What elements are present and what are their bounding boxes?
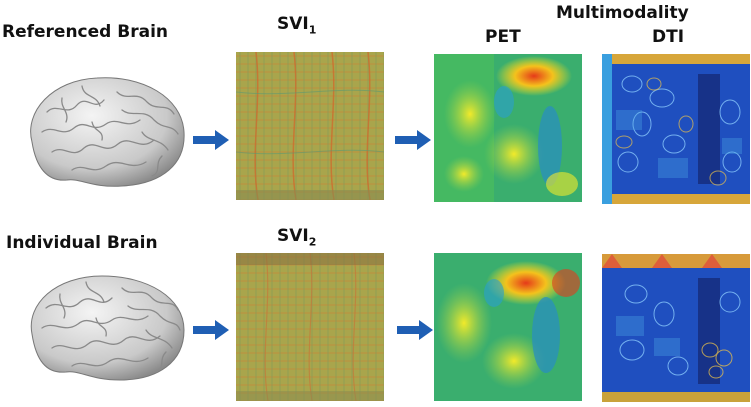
dti-label: DTI — [652, 27, 685, 47]
arrow-icon — [397, 320, 433, 340]
arrow-icon — [193, 130, 229, 150]
svi2-label: SVI2 — [277, 226, 317, 249]
referenced-brain-label: Referenced Brain — [2, 22, 168, 42]
svi1-image — [236, 52, 384, 200]
pet-image-1 — [434, 54, 582, 202]
multimodality-title: Multimodality — [556, 3, 689, 23]
individual-brain-image — [30, 275, 185, 381]
individual-brain-label: Individual Brain — [6, 233, 158, 253]
arrow-icon — [193, 320, 229, 340]
svi2-image — [236, 253, 384, 401]
svi1-label: SVI1 — [277, 14, 317, 37]
pet-image-2 — [434, 253, 582, 401]
arrow-icon — [395, 130, 431, 150]
pet-label: PET — [485, 27, 521, 47]
referenced-brain-image — [30, 77, 185, 187]
dti-image-1 — [602, 54, 750, 204]
dti-image-2 — [602, 254, 750, 402]
